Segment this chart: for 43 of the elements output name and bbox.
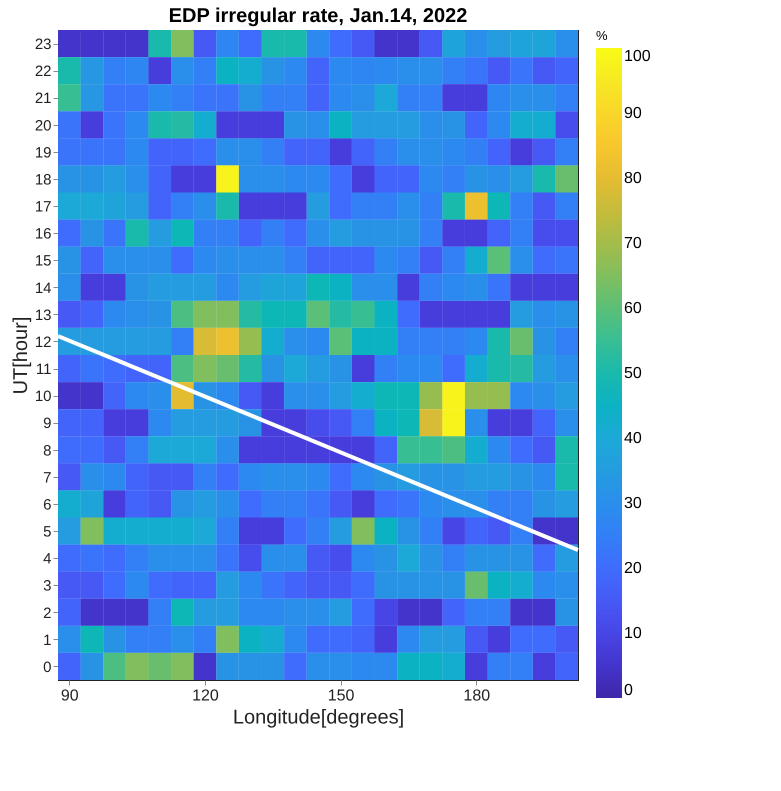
color-bar-label: 20 xyxy=(624,560,642,577)
y-tick-label: 18 xyxy=(34,171,52,188)
color-bar-label: 30 xyxy=(624,495,642,512)
y-tick-label: 16 xyxy=(34,226,52,243)
y-tick-label: 21 xyxy=(34,90,52,108)
y-tick-label: 19 xyxy=(34,144,52,162)
color-bar-label: 80 xyxy=(624,170,642,187)
y-axis-title: UT[hour] xyxy=(10,316,32,394)
y-tick-label: 23 xyxy=(34,36,52,54)
y-tick-label: 1 xyxy=(43,632,52,649)
y-tick-label: 11 xyxy=(36,361,52,378)
y-tick-label: 14 xyxy=(34,280,52,297)
x-tick-label: 150 xyxy=(328,688,355,704)
y-tick-label: 5 xyxy=(43,524,52,541)
y-tick-label: 4 xyxy=(43,550,52,568)
color-bar-label: 90 xyxy=(624,105,642,122)
y-tick-label: 9 xyxy=(43,415,52,432)
y-tick-label: 3 xyxy=(43,578,52,595)
x-axis-title: Longitude[degrees] xyxy=(232,706,404,728)
x-tick-label: 120 xyxy=(192,688,219,704)
y-tick-label: 15 xyxy=(34,252,52,270)
color-bar-label: 40 xyxy=(624,430,642,447)
x-tick-label: 180 xyxy=(463,688,490,704)
color-bar-title: % xyxy=(596,28,608,43)
x-tick-label: 90 xyxy=(60,688,79,704)
color-bar-label: 0 xyxy=(624,682,633,699)
y-tick-label: 13 xyxy=(34,306,52,324)
color-bar-label: 50 xyxy=(624,365,642,382)
y-tick-label: 8 xyxy=(43,442,52,460)
chart-title: EDP irregular rate, Jan.14, 2022 xyxy=(168,5,468,27)
y-tick-label: 10 xyxy=(34,388,52,406)
color-bar-label: 70 xyxy=(624,235,642,252)
y-tick-label: 2 xyxy=(43,604,52,622)
y-tick-label: 12 xyxy=(34,334,52,351)
y-tick-label: 22 xyxy=(34,63,52,80)
y-tick-label: 0 xyxy=(43,658,52,676)
y-tick-label: 17 xyxy=(34,198,52,216)
y-tick-label: 6 xyxy=(43,496,52,514)
color-bar-label: 10 xyxy=(624,625,642,642)
color-bar-label: 60 xyxy=(624,300,642,317)
color-bar-label: 100 xyxy=(624,48,651,65)
y-tick-label: 7 xyxy=(43,469,52,486)
y-tick-label: 20 xyxy=(34,117,52,134)
